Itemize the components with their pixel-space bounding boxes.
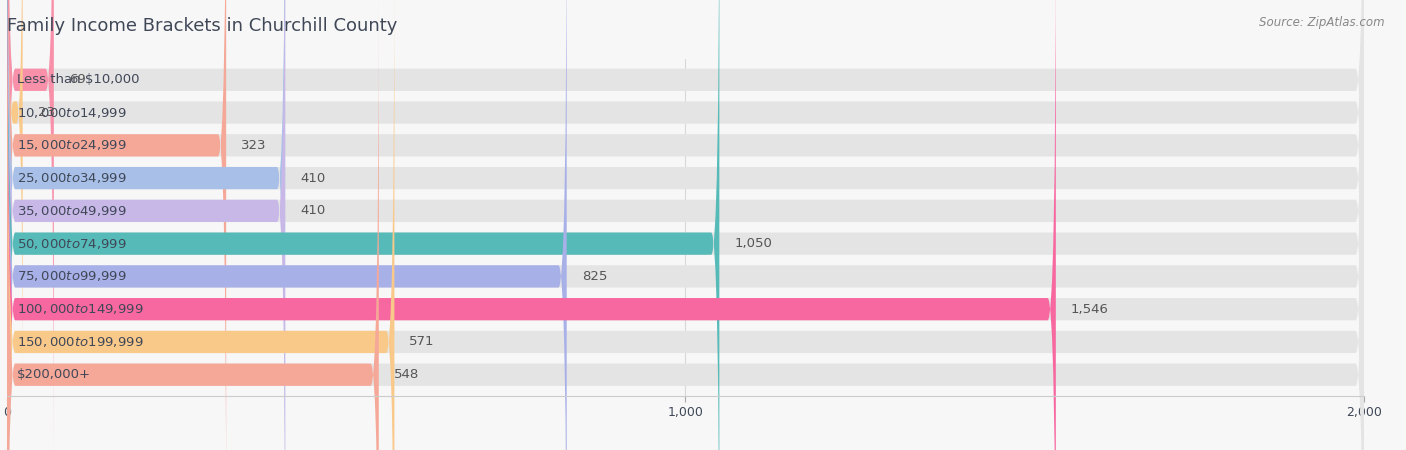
FancyBboxPatch shape	[7, 0, 567, 450]
FancyBboxPatch shape	[7, 0, 1056, 450]
FancyBboxPatch shape	[7, 0, 226, 450]
FancyBboxPatch shape	[7, 0, 720, 450]
FancyBboxPatch shape	[7, 0, 1364, 450]
FancyBboxPatch shape	[7, 0, 1364, 450]
Text: $15,000 to $24,999: $15,000 to $24,999	[17, 138, 127, 153]
FancyBboxPatch shape	[7, 0, 1364, 450]
Text: 1,546: 1,546	[1071, 303, 1108, 315]
FancyBboxPatch shape	[7, 0, 53, 450]
FancyBboxPatch shape	[7, 0, 285, 450]
Text: 410: 410	[299, 171, 325, 184]
Text: $200,000+: $200,000+	[17, 368, 90, 381]
FancyBboxPatch shape	[7, 0, 395, 450]
Text: $25,000 to $34,999: $25,000 to $34,999	[17, 171, 127, 185]
Text: 410: 410	[299, 204, 325, 217]
Text: Source: ZipAtlas.com: Source: ZipAtlas.com	[1260, 16, 1385, 29]
Text: 323: 323	[240, 139, 267, 152]
Text: $35,000 to $49,999: $35,000 to $49,999	[17, 204, 127, 218]
Text: 1,050: 1,050	[734, 237, 772, 250]
Text: $10,000 to $14,999: $10,000 to $14,999	[17, 106, 127, 120]
FancyBboxPatch shape	[7, 0, 1364, 450]
FancyBboxPatch shape	[7, 0, 1364, 450]
Text: $100,000 to $149,999: $100,000 to $149,999	[17, 302, 143, 316]
FancyBboxPatch shape	[7, 0, 1364, 450]
Text: 23: 23	[38, 106, 55, 119]
Text: $50,000 to $74,999: $50,000 to $74,999	[17, 237, 127, 251]
Text: 69: 69	[69, 73, 86, 86]
Text: 548: 548	[394, 368, 419, 381]
FancyBboxPatch shape	[7, 0, 1364, 450]
FancyBboxPatch shape	[7, 0, 1364, 450]
Text: $150,000 to $199,999: $150,000 to $199,999	[17, 335, 143, 349]
Text: 825: 825	[582, 270, 607, 283]
FancyBboxPatch shape	[7, 0, 285, 450]
FancyBboxPatch shape	[7, 0, 1364, 450]
Text: Family Income Brackets in Churchill County: Family Income Brackets in Churchill Coun…	[7, 17, 398, 35]
Text: $75,000 to $99,999: $75,000 to $99,999	[17, 270, 127, 284]
FancyBboxPatch shape	[7, 0, 1364, 450]
Text: Less than $10,000: Less than $10,000	[17, 73, 139, 86]
FancyBboxPatch shape	[7, 0, 378, 450]
FancyBboxPatch shape	[7, 0, 22, 403]
Text: 571: 571	[409, 335, 434, 348]
